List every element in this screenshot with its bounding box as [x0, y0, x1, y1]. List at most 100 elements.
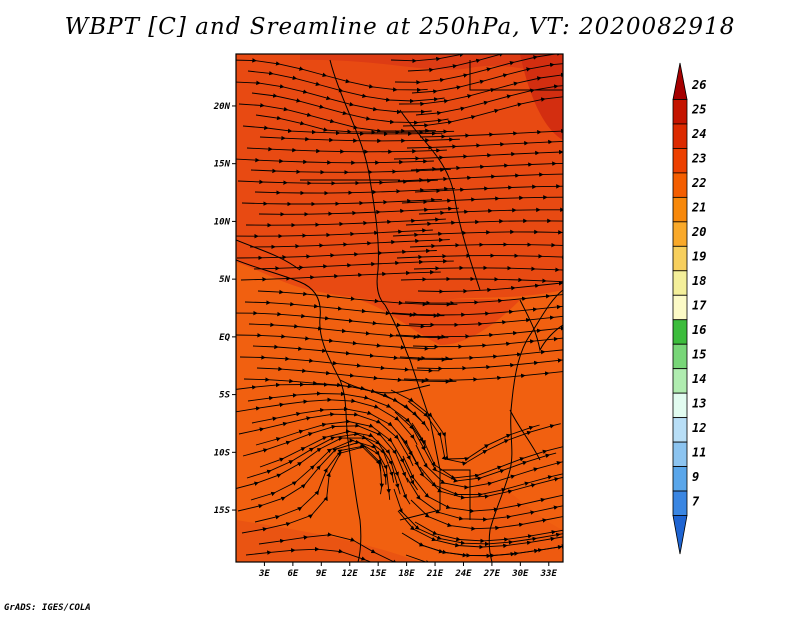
- streamline: [397, 171, 563, 183]
- colorbar-label: 13: [692, 396, 706, 410]
- streamline: [258, 206, 459, 217]
- lat-tick-label: 20N: [213, 102, 231, 112]
- colorbar-label: 15: [692, 347, 706, 361]
- lon-tick-label: 3E: [258, 569, 270, 579]
- lat-tick-label: EQ: [219, 333, 230, 343]
- lon-tick-label: 33E: [540, 569, 558, 579]
- colorbar-swatch: [672, 441, 688, 467]
- streamline: [258, 532, 398, 562]
- colorbar-swatch: [672, 172, 688, 198]
- lon-tick-label: 9E: [316, 569, 327, 579]
- colorbar-label: 9: [692, 470, 699, 484]
- colorbar-swatches: [672, 62, 688, 555]
- colorbar-swatch: [672, 490, 688, 516]
- streamline: [236, 157, 434, 166]
- streamline: [241, 197, 442, 207]
- lat-tick-label: 10N: [214, 217, 231, 227]
- streamline: [414, 184, 563, 194]
- latitude-axis: 20N 15N 10N 5N EQ 5S 10S 15S: [213, 102, 236, 516]
- colorbar-label: 26: [691, 78, 706, 92]
- lat-tick-label: 5N: [219, 275, 230, 285]
- streamline: [419, 466, 563, 497]
- streamline: [391, 304, 563, 318]
- colorbar-label: 7: [692, 494, 700, 508]
- colorbar-swatch: [672, 245, 688, 272]
- map-frame: [235, 53, 564, 563]
- streamline: [250, 167, 451, 175]
- credit-label: GrADS: IGES/COLA: [4, 603, 91, 613]
- colorbar-swatch: [672, 343, 688, 370]
- streamline: [419, 128, 563, 139]
- streamline: [402, 94, 563, 128]
- longitude-axis: 3E 6E 9E 12E 15E 18E 21E 24E 27E 30E 33E: [258, 562, 557, 579]
- streamline: [418, 207, 563, 216]
- streamline: [406, 139, 563, 150]
- streamlines: [236, 54, 563, 562]
- colorbar-bottom-triangle: [672, 515, 688, 555]
- lon-tick-label: 18E: [398, 569, 415, 579]
- streamline: [395, 326, 563, 339]
- streamline: [413, 265, 563, 272]
- lon-tick-label: 30E: [511, 569, 529, 579]
- colorbar-label: 24: [691, 127, 706, 141]
- colorbar-swatch: [672, 294, 688, 321]
- streamline: [240, 270, 441, 282]
- colorbar-swatch: [672, 123, 688, 149]
- colorbar-swatch: [672, 99, 688, 125]
- colorbar-label: 22: [691, 176, 706, 190]
- lat-tick-label: 5S: [219, 391, 230, 401]
- streamline: [417, 281, 563, 294]
- colorbar-swatch: [672, 148, 688, 174]
- streamline: [418, 543, 563, 559]
- colorbar-label: 18: [692, 274, 706, 288]
- streamline: [416, 358, 563, 371]
- colorbar-label: 25: [691, 103, 706, 117]
- streamline: [245, 546, 372, 562]
- lon-tick-label: 12E: [342, 569, 359, 579]
- streamline: [253, 259, 454, 271]
- streamline: [401, 195, 563, 205]
- streamline: [242, 125, 443, 137]
- streamline: [392, 229, 563, 238]
- streamline: [412, 336, 563, 349]
- streamline: [405, 218, 563, 227]
- streamline: [414, 521, 563, 544]
- colorbar-label: 14: [692, 372, 706, 386]
- streamline: [254, 186, 455, 196]
- streamline: [400, 276, 563, 284]
- colorbar-swatch: [672, 417, 688, 443]
- lat-tick-label: 10S: [214, 448, 231, 458]
- lon-tick-label: 24E: [454, 569, 472, 579]
- streamline: [403, 371, 563, 383]
- colorbar-label: 23: [691, 152, 706, 166]
- streamline: [410, 161, 563, 172]
- colorbar-label: 20: [691, 225, 706, 239]
- lon-tick-label: 21E: [426, 569, 444, 579]
- streamline: [237, 178, 438, 186]
- streamline: [393, 149, 563, 161]
- map-title: WBPT [C] and Sreamline at 250hPa, VT: 20…: [64, 14, 736, 40]
- lat-tick-label: 15S: [214, 506, 231, 516]
- colorbar-top-triangle: [672, 62, 688, 100]
- streamline: [409, 242, 563, 249]
- colorbar-swatch: [672, 392, 688, 419]
- colorbar-label: 21: [691, 201, 706, 215]
- lat-tick-label: 15N: [214, 160, 231, 170]
- streamline: [236, 248, 437, 261]
- streamline: [249, 237, 450, 250]
- colorbar-label: 17: [692, 299, 707, 313]
- streamline: [405, 554, 431, 562]
- streamline: [241, 444, 382, 534]
- colorbar-swatch: [672, 270, 688, 296]
- streamline: [236, 228, 433, 239]
- colorbar-swatch: [672, 221, 688, 247]
- lon-tick-label: 27E: [483, 569, 501, 579]
- colorbar-label: 16: [692, 323, 706, 337]
- colorbar-swatch: [672, 319, 688, 345]
- colorbar-label: 11: [692, 445, 706, 459]
- colorbar-swatch: [672, 368, 688, 394]
- colorbar-label: 12: [692, 421, 706, 435]
- colorbar-swatch: [672, 466, 688, 492]
